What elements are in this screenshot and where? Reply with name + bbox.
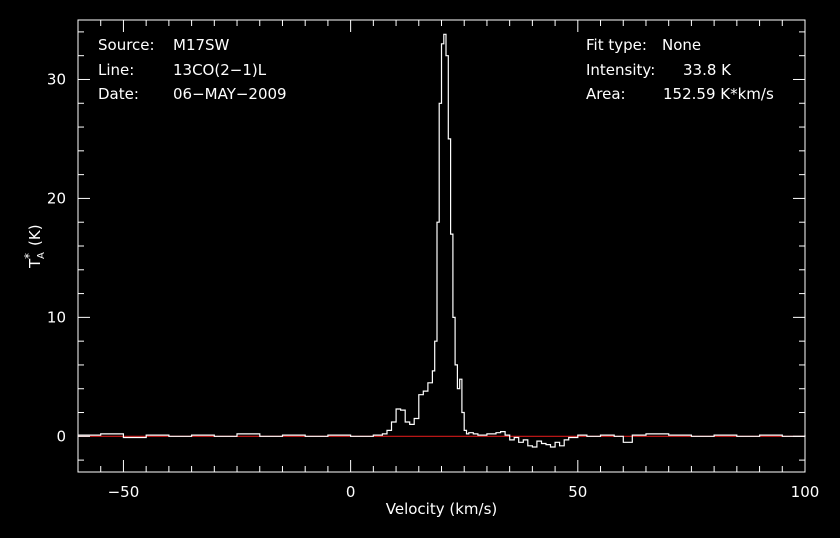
y-tick-label: 20 — [47, 189, 66, 207]
info-line-label: Line: — [98, 61, 134, 79]
info-source-value: M17SW — [173, 36, 230, 54]
y-tick-label: 0 — [56, 427, 66, 445]
info-intensity-label: Intensity: — [586, 61, 655, 79]
tick-labels-group: −50 0 50 100 0 10 20 30 — [47, 70, 819, 501]
spectrum-series-0 — [78, 33, 806, 448]
x-axis-label: Velocity (km/s) — [386, 500, 497, 518]
info-source-label: Source: — [98, 36, 155, 54]
info-line-value: 13CO(2−1)L — [173, 61, 267, 79]
info-right: Fit type: None Intensity: 33.8 K Area: 1… — [586, 36, 774, 103]
series-group — [78, 33, 806, 448]
x-tick-label: 50 — [568, 483, 587, 501]
ticks-group — [77, 20, 806, 472]
x-tick-label: −50 — [108, 483, 140, 501]
info-fit-type-value: None — [662, 36, 701, 54]
x-tick-label: 0 — [346, 483, 356, 501]
y-axis-label-unit: (K) — [26, 224, 44, 246]
y-axis-label-symbol: T — [26, 258, 44, 269]
info-area-value: 152.59 K*km/s — [663, 85, 774, 103]
info-left: Source: M17SW Line: 13CO(2−1)L Date: 06−… — [98, 36, 287, 103]
x-tick-label: 100 — [791, 483, 820, 501]
info-area-label: Area: — [586, 85, 626, 103]
y-axis-label-subscript: A — [36, 252, 47, 259]
y-axis-label-superscript: * — [22, 253, 36, 259]
y-axis-label: T A * (K) — [22, 224, 47, 269]
info-date-value: 06−MAY−2009 — [173, 85, 287, 103]
y-tick-label: 30 — [47, 70, 66, 88]
info-intensity-value: 33.8 K — [683, 61, 732, 79]
info-fit-type-label: Fit type: — [586, 36, 647, 54]
info-date-label: Date: — [98, 85, 139, 103]
y-tick-label: 10 — [47, 308, 66, 326]
